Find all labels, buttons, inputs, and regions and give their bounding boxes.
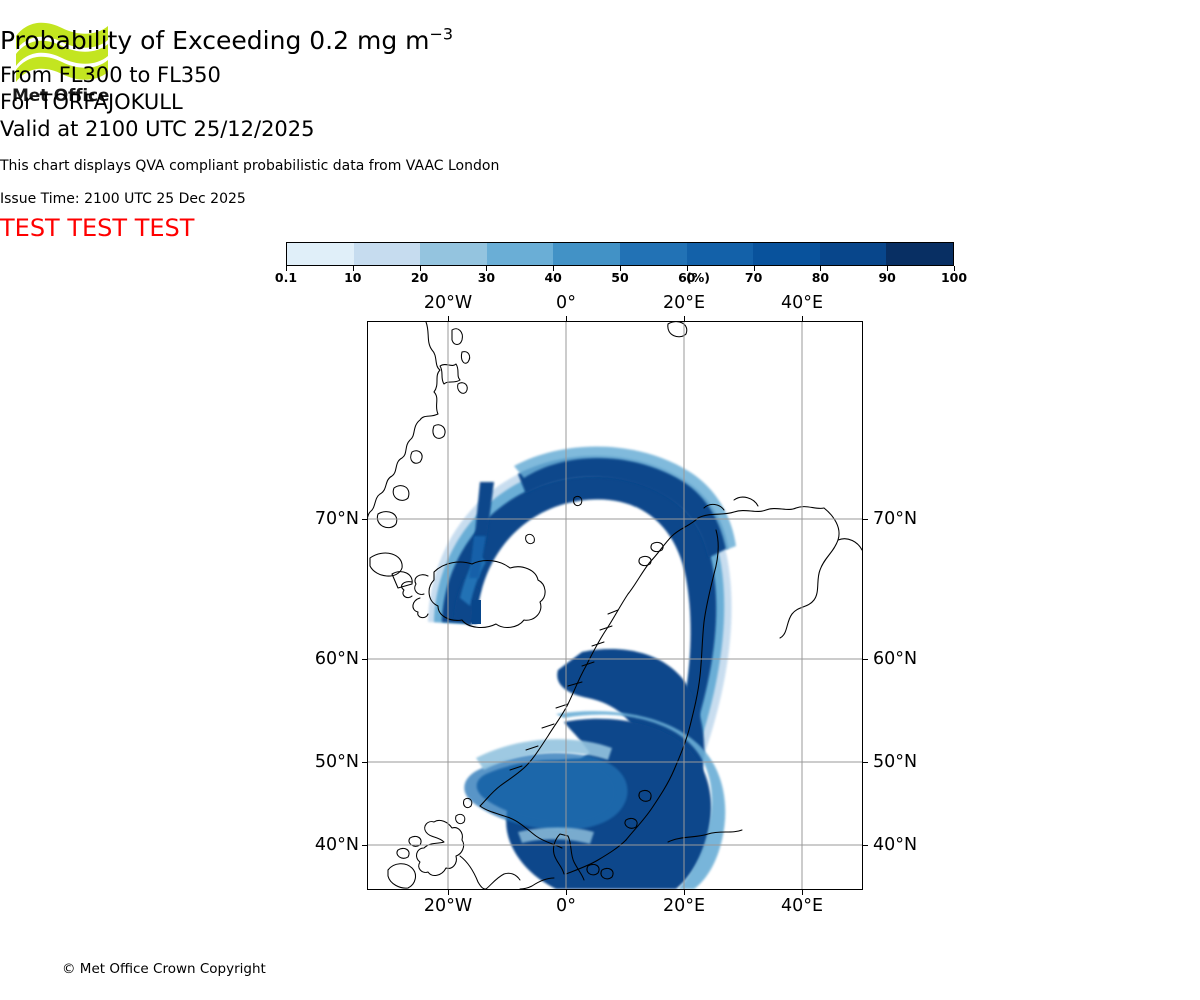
europe-coastline-layer: [485, 872, 555, 889]
colorbar-tick-label-30: 30: [477, 270, 496, 285]
lon-label-bottom-3: 40°E: [780, 896, 824, 916]
colorbar-ticks: [286, 266, 955, 274]
lat-label-right-0: 70°N: [873, 509, 918, 529]
lon-label-bottom-0: 20°W: [423, 896, 473, 916]
lat-tickmark-0-1: [863, 519, 868, 520]
colorbar-band-6: [686, 243, 754, 265]
lat-tickmark-3-1: [863, 845, 868, 846]
lon-tickmark-1-1: [566, 890, 567, 895]
colorbar-unit-label: (%): [686, 270, 710, 285]
colorbar-tick-label-60: 60: [678, 270, 696, 285]
lat-label-right-3: 40°N: [873, 835, 918, 855]
colorbar-tick-label-10: 10: [344, 270, 362, 285]
lon-label-top-3: 40°E: [780, 293, 824, 313]
lat-label-left-3: 40°N: [314, 835, 359, 855]
colorbar-tick-label-80: 80: [811, 270, 830, 285]
lat-label-right-2: 50°N: [873, 752, 918, 772]
lat-label-left-1: 60°N: [314, 649, 359, 669]
met-office-wave-icon: [16, 22, 108, 82]
lat-tickmark-1-1: [863, 659, 868, 660]
lon-tickmark-0-0: [448, 316, 449, 321]
lon-tickmark-0-1: [448, 890, 449, 895]
colorbar-band-5: [619, 243, 687, 265]
colorbar-tick-80: [820, 266, 822, 271]
colorbar-tick-label-90: 90: [878, 270, 896, 285]
lat-tickmark-2-1: [863, 762, 868, 763]
colorbar-band-1: [353, 243, 421, 265]
colorbar-tick-30: [486, 266, 488, 271]
colorbar-tick-20: [419, 266, 421, 271]
lon-label-top-1: 0°: [556, 293, 576, 313]
page-title: Probability of Exceeding 0.2 mg m−3: [0, 26, 1200, 56]
lon-tickmark-1-0: [566, 316, 567, 321]
volcano-line: For TORFAJOKULL: [0, 90, 183, 114]
probability-colorbar: 0.1 10 20 30 40 50 60 70 80 90 100: [275, 242, 967, 285]
map-canvas: [368, 322, 862, 889]
qva-note: This chart displays QVA compliant probab…: [0, 158, 500, 174]
colorbar-tick-50: [620, 266, 621, 271]
lat-tickmark-0-0: [362, 519, 367, 520]
colorbar-tick-0.1: [286, 266, 287, 271]
colorbar-tick-label-50: 50: [611, 270, 629, 285]
page-title-exponent: −3: [429, 24, 454, 44]
copyright-notice: © Met Office Crown Copyright: [62, 961, 266, 977]
lat-tickmark-3-0: [362, 845, 367, 846]
lat-label-right-1: 60°N: [873, 649, 918, 669]
colorbar-band-9: [886, 243, 953, 265]
colorbar-tick-label-0.1: 0.1: [274, 270, 298, 285]
colorbar-tick-70: [753, 266, 755, 271]
lon-label-top-0: 20°W: [423, 293, 473, 313]
colorbar-tick-40: [553, 266, 555, 271]
colorbar-tick-label-40: 40: [544, 270, 562, 285]
colorbar-tick-label-20: 20: [410, 270, 429, 285]
test-banner: TEST TEST TEST: [0, 214, 195, 242]
ash-plume-field: [428, 446, 736, 889]
lat-tickmark-2-0: [362, 762, 367, 763]
lon-tickmark-3-0: [802, 316, 803, 321]
graticule-layer: [368, 322, 862, 889]
lat-tickmark-1-0: [362, 659, 367, 660]
coastline-layer: [368, 322, 862, 889]
colorbar-tick-100: [954, 266, 955, 271]
issue-time: Issue Time: 2100 UTC 25 Dec 2025: [0, 191, 246, 207]
colorbar-bands: [286, 242, 954, 266]
colorbar-tick-60: [686, 266, 688, 271]
lon-label-bottom-2: 20°E: [662, 896, 706, 916]
met-office-wordmark: Met Office: [12, 86, 110, 106]
colorbar-band-8: [819, 243, 887, 265]
met-office-logo: Met Office: [12, 18, 112, 113]
lat-label-left-0: 70°N: [314, 509, 359, 529]
lon-tickmark-2-1: [684, 890, 685, 895]
flight-level-line: From FL300 to FL350: [0, 63, 221, 87]
lon-tickmark-3-1: [802, 890, 803, 895]
lon-label-top-2: 20°E: [662, 293, 706, 313]
colorbar-band-2: [420, 243, 487, 265]
colorbar-tick-labels: 0.1 10 20 30 40 50 60 70 80 90 100: [275, 270, 967, 286]
valid-time-line: Valid at 2100 UTC 25/12/2025: [0, 117, 315, 141]
colorbar-tick-label-70: 70: [744, 270, 763, 285]
colorbar-band-0: [287, 243, 354, 265]
colorbar-band-4: [553, 243, 620, 265]
lat-label-left-2: 50°N: [314, 752, 359, 772]
lon-tickmark-2-0: [684, 316, 685, 321]
colorbar-tick-label-100: 100: [940, 270, 968, 285]
lon-label-bottom-1: 0°: [556, 896, 576, 916]
colorbar-band-3: [486, 243, 554, 265]
colorbar-band-7: [753, 243, 820, 265]
map-plot-area: [367, 321, 863, 890]
colorbar-tick-90: [887, 266, 889, 271]
page-title-text: Probability of Exceeding 0.2 mg m: [0, 26, 430, 55]
colorbar-tick-10: [352, 266, 354, 271]
